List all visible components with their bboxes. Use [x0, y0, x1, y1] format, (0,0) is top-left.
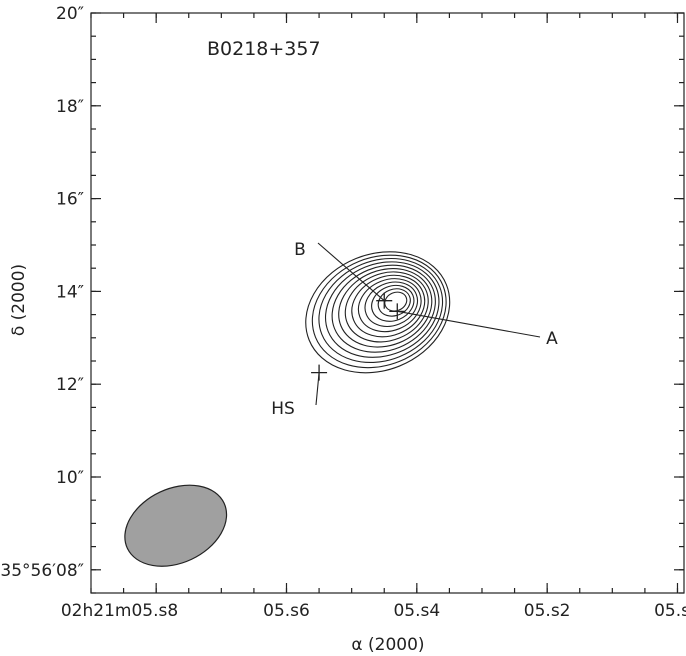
y-tick-label: 10″ — [56, 468, 84, 488]
beam-ellipse — [124, 484, 228, 567]
contour-level — [351, 274, 426, 338]
y-tick-label: 16″ — [56, 190, 84, 210]
contour-level — [324, 261, 440, 358]
source-contours — [305, 251, 451, 374]
y-tick-label: 18″ — [56, 97, 84, 117]
marker-hs: HS — [271, 364, 328, 419]
x-tick-label: 05.s0 — [654, 601, 686, 621]
x-tick-label: 02h21m05.s8 — [61, 601, 178, 621]
component-markers: B A HS — [271, 240, 558, 419]
x-tick-label: 05.s4 — [393, 601, 440, 621]
chart-title: B0218+357 — [207, 38, 321, 60]
contour-level — [364, 281, 419, 327]
marker-label: HS — [271, 399, 295, 419]
contour-level — [384, 291, 408, 312]
plot-frame — [90, 12, 685, 594]
x-tick-label: 05.s2 — [524, 601, 571, 621]
y-axis-label: δ (2000) — [9, 264, 29, 336]
contour-level — [318, 257, 444, 364]
y-tick-label: 35°56′08″ — [0, 561, 84, 581]
leader-line — [315, 372, 320, 406]
contour-level — [338, 268, 433, 348]
y-tick-label: 14″ — [56, 282, 84, 302]
contour-level — [311, 254, 447, 369]
marker-label: B — [294, 240, 306, 260]
y-tick-label: 20″ — [56, 4, 84, 24]
contour-level — [305, 251, 451, 374]
y-tick-label: 12″ — [56, 375, 84, 395]
marker-label: A — [546, 329, 558, 349]
leader-line — [317, 242, 385, 302]
leader-line — [397, 310, 541, 338]
contour-level — [331, 264, 436, 353]
contour-level — [344, 271, 429, 343]
x-tick-label: 05.s6 — [263, 601, 310, 621]
axis-ticks: 02h21m05.s8 05.s6 05.s4 05.s2 05.s0 35°56′08″… — [0, 4, 686, 621]
contour-level — [377, 288, 411, 317]
marker-b: B — [294, 240, 393, 309]
contour-level — [357, 278, 422, 333]
contour-level — [371, 284, 415, 322]
marker-a: A — [389, 303, 558, 349]
x-axis-label: α (2000) — [351, 635, 424, 655]
